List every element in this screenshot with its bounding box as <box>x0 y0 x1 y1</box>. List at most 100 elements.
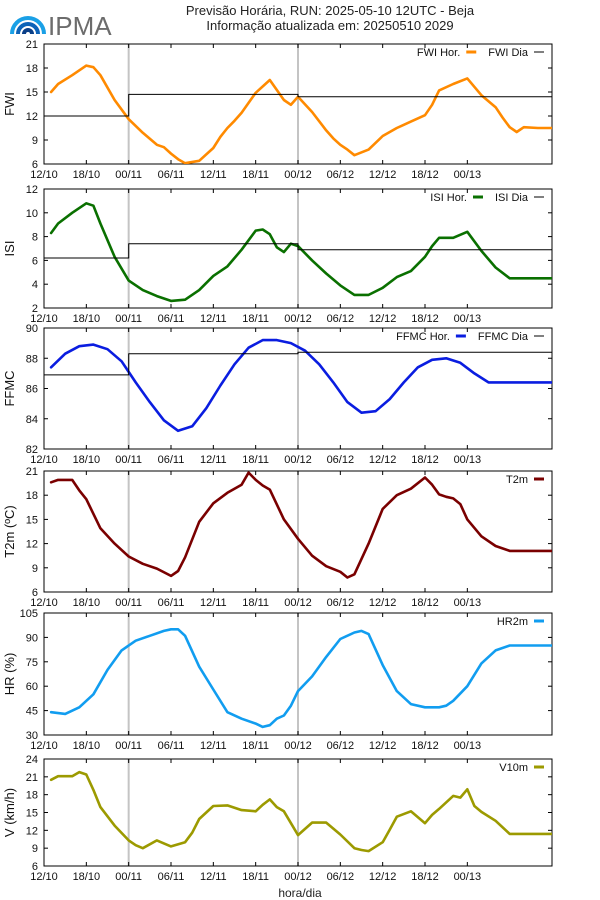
x-tick-label: 00/13 <box>454 313 482 325</box>
x-tick-label: 00/12 <box>284 871 312 883</box>
x-tick-label: 00/12 <box>284 454 312 466</box>
series-line-daily <box>44 351 552 376</box>
legend-label: HR2m <box>497 616 528 628</box>
chart-panel-1: 6 9 12 15 18 21 12/10 18/10 00/11 06/11 12/11 18/11… <box>2 39 553 181</box>
x-tick-label: 06/11 <box>158 871 185 883</box>
x-tick-label: 12/10 <box>30 454 58 466</box>
x-tick-label: 06/11 <box>158 597 185 609</box>
y-tick-label: 6 <box>32 861 38 873</box>
y-tick-label: 10 <box>26 208 38 220</box>
y-tick-label: 75 <box>26 657 38 669</box>
legend-label: FFMC Dia <box>478 331 529 343</box>
x-tick-label: 00/13 <box>454 740 482 752</box>
series-line-hourly <box>49 627 552 729</box>
legend-label: FWI Hor. <box>417 47 460 59</box>
x-tick-label: 06/11 <box>158 454 185 466</box>
legend-label: ISI Hor. <box>430 192 467 204</box>
y-tick-label: 45 <box>26 706 38 718</box>
x-tick-label: 18/11 <box>242 871 269 883</box>
x-tick-label: 18/11 <box>242 454 269 466</box>
y-tick-label: 18 <box>26 490 38 502</box>
x-tick-label: 00/11 <box>115 169 142 181</box>
x-tick-label: 18/10 <box>73 597 101 609</box>
x-tick-label: 18/12 <box>411 597 439 609</box>
y-tick-label: 88 <box>26 353 38 365</box>
x-tick-label: 00/13 <box>454 871 482 883</box>
x-tick-label: 00/12 <box>284 169 312 181</box>
x-tick-label: 06/12 <box>327 871 355 883</box>
y-tick-label: 30 <box>26 730 38 742</box>
chart-panel-4: 6 9 12 15 18 21 12/10 18/10 00/11 06/11 12/11 18/11… <box>2 466 553 609</box>
legend-label: ISI Dia <box>495 192 529 204</box>
x-tick-label: 18/12 <box>411 169 439 181</box>
y-tick-label: 21 <box>26 466 38 478</box>
legend-label: V10m <box>499 762 528 774</box>
x-tick-label: 12/12 <box>369 454 397 466</box>
y-tick-label: 12 <box>26 184 38 196</box>
x-tick-label: 18/11 <box>242 740 269 752</box>
chart-title-line2: Informação atualizada em: 20250510 2029 <box>206 18 454 33</box>
y-tick-label: 15 <box>26 87 38 99</box>
y-tick-label: 12 <box>26 825 38 837</box>
x-tick-label: 00/13 <box>454 597 482 609</box>
y-tick-label: 21 <box>26 772 38 784</box>
y-axis-label: ISI <box>2 241 17 257</box>
x-tick-label: 12/11 <box>200 169 227 181</box>
x-tick-label: 12/10 <box>30 313 58 325</box>
x-tick-label: 18/11 <box>242 597 269 609</box>
x-tick-label: 00/11 <box>115 597 142 609</box>
x-tick-label: 00/11 <box>115 871 142 883</box>
x-tick-label: 12/10 <box>30 740 58 752</box>
ipma-logo: IPMA <box>8 4 158 41</box>
x-tick-label: 06/12 <box>327 313 355 325</box>
y-tick-label: 2 <box>32 303 38 315</box>
x-tick-label: 18/10 <box>73 169 101 181</box>
x-tick-label: 06/12 <box>327 169 355 181</box>
y-tick-label: 6 <box>32 159 38 171</box>
x-tick-label: 18/11 <box>242 169 269 181</box>
x-tick-label: 06/12 <box>327 740 355 752</box>
x-tick-label: 00/11 <box>115 454 142 466</box>
y-tick-label: 15 <box>26 514 38 526</box>
x-tick-label: 00/11 <box>115 313 142 325</box>
y-axis-label: FWI <box>2 92 17 116</box>
x-tick-label: 18/10 <box>73 313 101 325</box>
x-tick-label: 18/10 <box>73 740 101 752</box>
y-tick-label: 12 <box>26 111 38 123</box>
x-tick-label: 12/12 <box>369 313 397 325</box>
y-axis-label: HR (%) <box>2 653 17 696</box>
x-tick-label: 00/12 <box>284 313 312 325</box>
x-tick-label: 06/11 <box>158 169 185 181</box>
x-tick-label: 18/12 <box>411 313 439 325</box>
y-tick-label: 84 <box>26 414 38 426</box>
y-tick-label: 6 <box>32 255 38 267</box>
x-tick-label: 18/12 <box>411 871 439 883</box>
x-tick-label: 12/11 <box>200 454 227 466</box>
y-tick-label: 18 <box>26 63 38 75</box>
y-tick-label: 90 <box>26 632 38 644</box>
y-tick-label: 21 <box>26 39 38 51</box>
y-tick-label: 90 <box>26 323 38 335</box>
chart-panel-5: 30 45 60 75 90 105 12/10 18/10 00/11 06/11 12/11 18… <box>2 608 553 752</box>
x-tick-label: 12/12 <box>369 871 397 883</box>
x-tick-label: 12/10 <box>30 871 58 883</box>
y-axis-label: FFMC <box>2 370 17 406</box>
x-tick-label: 00/12 <box>284 740 312 752</box>
y-axis-label: T2m (ºC) <box>2 505 17 557</box>
x-tick-label: 06/11 <box>158 313 185 325</box>
y-tick-label: 4 <box>32 279 38 291</box>
x-tick-label: 12/12 <box>369 169 397 181</box>
x-tick-label: 18/11 <box>242 313 269 325</box>
x-tick-label: 06/12 <box>327 597 355 609</box>
x-tick-label: 18/12 <box>411 740 439 752</box>
y-axis-label: V (km/h) <box>2 788 17 837</box>
x-tick-label: 12/10 <box>30 169 58 181</box>
y-tick-label: 105 <box>20 608 38 620</box>
y-tick-label: 9 <box>32 563 38 575</box>
x-tick-label: 06/11 <box>158 740 185 752</box>
y-tick-label: 8 <box>32 232 38 244</box>
y-tick-label: 9 <box>32 843 38 855</box>
legend-label: T2m <box>506 474 528 486</box>
x-tick-label: 12/11 <box>200 871 227 883</box>
